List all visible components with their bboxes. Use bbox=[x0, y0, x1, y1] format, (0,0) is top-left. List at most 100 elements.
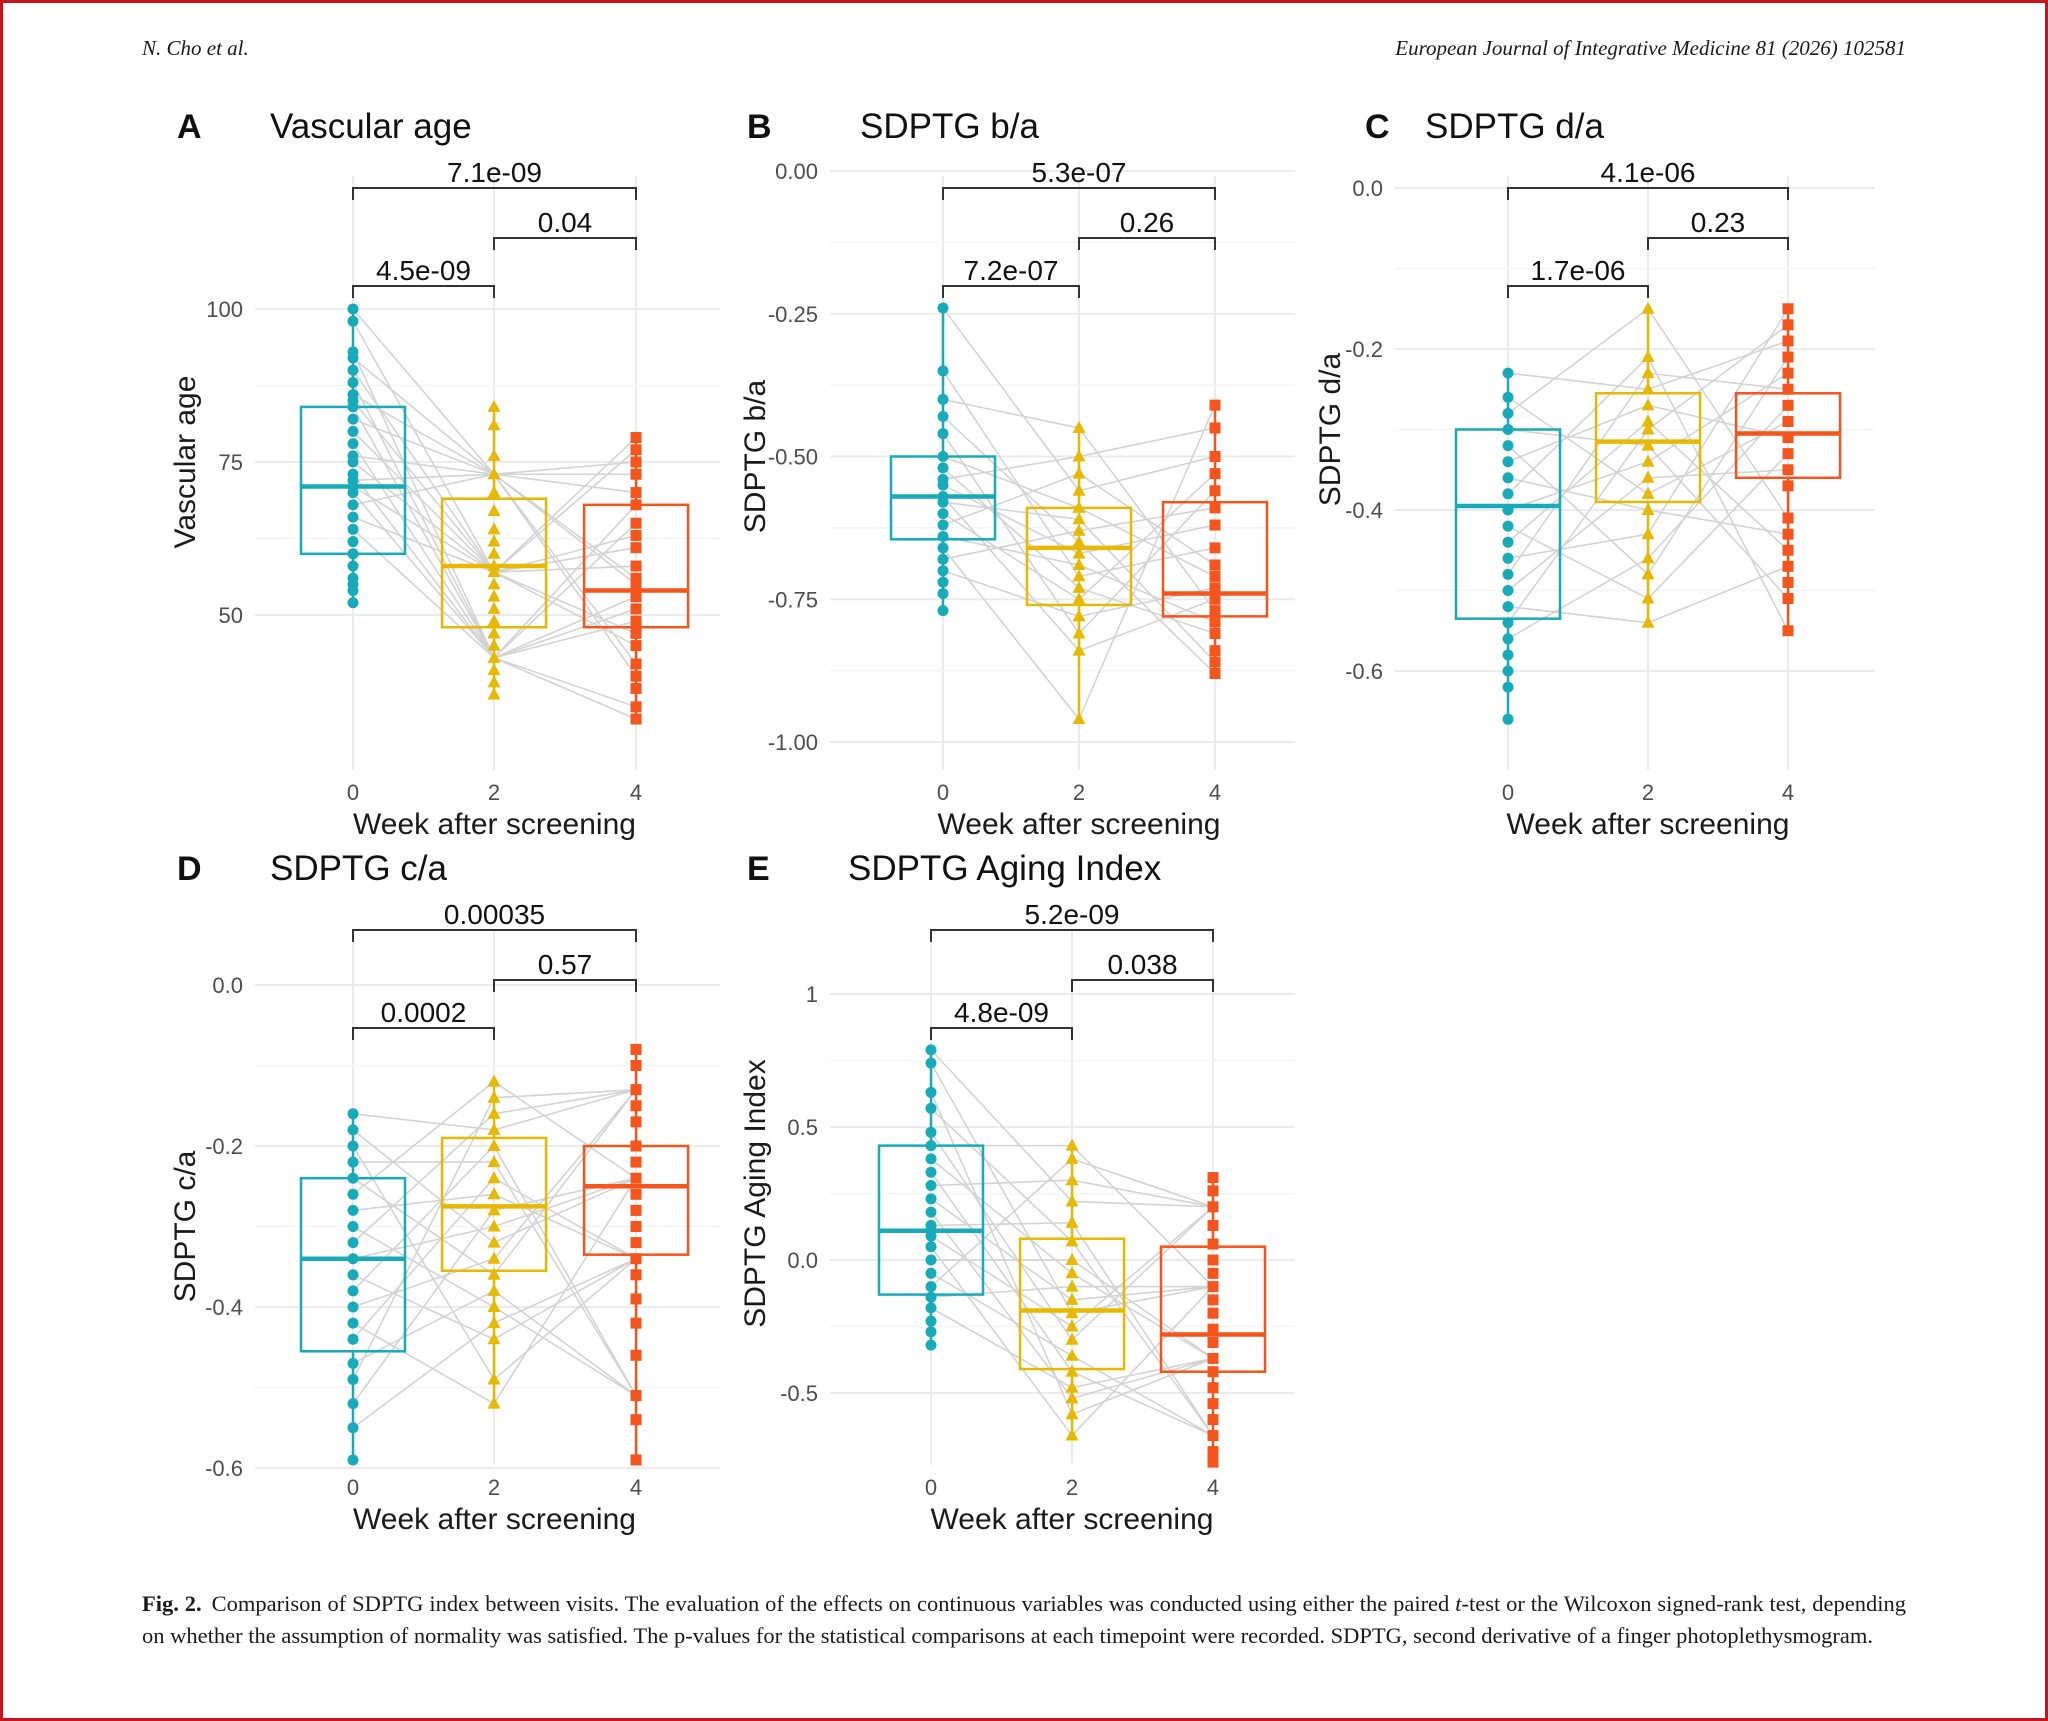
data-point bbox=[1209, 570, 1221, 582]
panel-d: -0.6 -0.4 -0.2 0.0 0 2 4 Week after screening SD… bbox=[169, 849, 720, 1536]
x-tick-label: 4 bbox=[1782, 780, 1794, 805]
data-point bbox=[1207, 1398, 1219, 1410]
data-point bbox=[1072, 592, 1086, 605]
y-axis-label: SDPTG d/a bbox=[1314, 352, 1347, 506]
data-point bbox=[630, 487, 642, 499]
data-point bbox=[1502, 601, 1514, 613]
data-point bbox=[1782, 544, 1794, 556]
data-point bbox=[1072, 535, 1086, 548]
p-value-label: 7.1e-09 bbox=[447, 157, 542, 188]
data-point bbox=[937, 411, 949, 423]
data-point bbox=[1207, 1254, 1219, 1266]
box-week-4 bbox=[582, 1043, 690, 1466]
bracket-line bbox=[352, 1027, 495, 1040]
data-point bbox=[1641, 414, 1655, 427]
data-point bbox=[1072, 712, 1086, 725]
data-point bbox=[487, 1187, 501, 1200]
data-point bbox=[937, 553, 949, 565]
comparison-bracket: 0.0002 bbox=[352, 997, 495, 1040]
p-value-label: 7.2e-07 bbox=[964, 255, 1059, 286]
p-value-label: 4.5e-09 bbox=[376, 255, 471, 286]
data-point bbox=[1641, 527, 1655, 540]
data-point bbox=[1641, 591, 1655, 604]
data-point bbox=[1209, 645, 1221, 657]
y-tick-label: -0.4 bbox=[205, 1295, 243, 1320]
data-point bbox=[630, 1100, 642, 1112]
data-point bbox=[937, 365, 949, 377]
data-point bbox=[1641, 422, 1655, 435]
data-point bbox=[1502, 585, 1514, 596]
caption-text-2: -test or the Wilcoxon signed-rank test, … bbox=[142, 1591, 1907, 1648]
data-point bbox=[925, 1339, 937, 1351]
data-point bbox=[1782, 528, 1794, 540]
data-point bbox=[1072, 512, 1086, 525]
data-point bbox=[630, 1188, 642, 1200]
data-point bbox=[1207, 1456, 1219, 1468]
data-point bbox=[487, 1251, 501, 1264]
p-value-label: 0.00035 bbox=[444, 899, 545, 930]
data-point bbox=[1072, 449, 1086, 462]
data-point bbox=[1065, 1319, 1079, 1332]
data-point bbox=[347, 597, 359, 609]
data-point bbox=[925, 1140, 937, 1152]
data-point bbox=[1782, 319, 1794, 331]
data-point bbox=[347, 364, 359, 376]
data-point bbox=[347, 315, 359, 327]
caption-label: Fig. 2. bbox=[142, 1591, 202, 1616]
data-point bbox=[1207, 1185, 1219, 1197]
data-point bbox=[937, 519, 949, 531]
data-point bbox=[1065, 1215, 1079, 1228]
data-point bbox=[1641, 398, 1655, 411]
data-point bbox=[347, 1373, 359, 1385]
data-point bbox=[1209, 468, 1221, 480]
data-point bbox=[925, 1291, 937, 1303]
data-point bbox=[1207, 1172, 1219, 1184]
data-point bbox=[487, 589, 501, 602]
gridlines bbox=[1395, 176, 1875, 770]
data-point bbox=[487, 675, 501, 688]
x-tick-label: 0 bbox=[937, 780, 949, 805]
data-point bbox=[937, 479, 949, 491]
data-point bbox=[347, 456, 359, 468]
data-point bbox=[487, 448, 501, 461]
panel-c: -0.6 -0.4 -0.2 0.0 0 2 4 Week after screening SD… bbox=[1314, 107, 1875, 841]
data-point bbox=[630, 713, 642, 725]
data-point bbox=[630, 1116, 642, 1128]
data-point bbox=[1641, 382, 1655, 395]
comparison-bracket: 0.23 bbox=[1647, 207, 1789, 250]
data-point bbox=[487, 1155, 501, 1168]
data-point bbox=[1782, 512, 1794, 524]
data-point bbox=[630, 499, 642, 511]
data-point bbox=[1502, 536, 1514, 548]
data-point bbox=[630, 701, 642, 713]
data-point bbox=[1207, 1201, 1219, 1213]
data-point bbox=[630, 1414, 642, 1426]
box-week-0 bbox=[889, 302, 997, 617]
x-tick-label: 2 bbox=[1073, 780, 1085, 805]
data-point bbox=[1207, 1323, 1219, 1335]
data-point bbox=[487, 1122, 501, 1135]
y-tick-label: 0.0 bbox=[1352, 176, 1383, 201]
x-axis-label: Week after screening bbox=[353, 808, 636, 841]
data-point bbox=[1502, 552, 1514, 564]
x-tick-label: 0 bbox=[1502, 780, 1514, 805]
data-point bbox=[1065, 1332, 1079, 1345]
data-point bbox=[630, 1043, 642, 1055]
data-point bbox=[487, 577, 501, 590]
y-tick-label: -0.4 bbox=[1345, 498, 1383, 523]
comparison-bracket: 0.26 bbox=[1078, 207, 1216, 250]
data-point bbox=[937, 428, 949, 440]
data-point bbox=[1209, 628, 1221, 640]
data-point bbox=[1209, 422, 1221, 434]
gridlines bbox=[255, 930, 720, 1469]
comparison-bracket: 7.1e-09 bbox=[352, 157, 637, 200]
data-point bbox=[1209, 656, 1221, 668]
y-tick-label: 75 bbox=[219, 450, 243, 475]
data-point bbox=[937, 565, 949, 577]
data-point bbox=[1502, 633, 1514, 645]
p-value-label: 5.3e-07 bbox=[1032, 157, 1127, 188]
data-point bbox=[347, 560, 359, 572]
panel-title: SDPTG d/a bbox=[1425, 107, 1604, 146]
